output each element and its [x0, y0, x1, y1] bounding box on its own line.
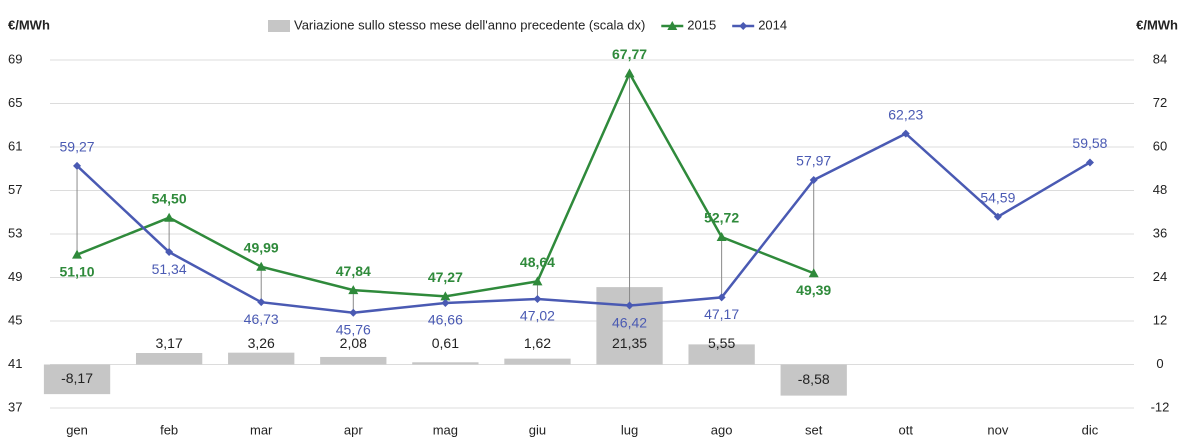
y2-tick-label: 12	[1153, 312, 1167, 327]
x-tick-label: nov	[987, 422, 1008, 437]
x-tick-label: gen	[66, 422, 88, 437]
y2-tick-label: 72	[1153, 95, 1167, 110]
x-tick-label: dic	[1082, 422, 1099, 437]
x-tick-label: ago	[711, 422, 733, 437]
point-marker	[716, 232, 727, 242]
bar-value-label: 1,62	[524, 335, 551, 351]
bar	[780, 364, 847, 396]
point-marker	[256, 261, 267, 271]
legend-label: 2015	[687, 17, 716, 32]
x-tick-label: mar	[250, 422, 273, 437]
point-marker	[1085, 158, 1094, 167]
point-value-label: 47,84	[336, 263, 371, 279]
point-value-label: 48,64	[520, 254, 555, 270]
point-marker	[532, 276, 543, 286]
bar-value-label: 3,17	[156, 335, 183, 351]
point-value-label: 47,02	[520, 308, 555, 324]
y-tick-label: 37	[8, 399, 22, 414]
series-line	[76, 132, 1091, 314]
bar	[135, 353, 203, 365]
y2-tick-label: -12	[1151, 399, 1170, 414]
point-marker	[808, 268, 819, 278]
y2-tick-label: 84	[1153, 51, 1167, 66]
y-tick-label: 69	[8, 51, 22, 66]
point-value-label: 51,10	[60, 263, 95, 279]
bar-value-label: 5,55	[708, 335, 735, 351]
legend-label: 2014	[758, 17, 787, 32]
y-tick-label: 61	[8, 138, 22, 153]
x-tick-label: set	[805, 422, 823, 437]
bar-value-label: -8,58	[798, 371, 830, 387]
point-marker	[165, 248, 174, 257]
bar-value-label: 21,35	[612, 335, 647, 351]
bar	[320, 356, 387, 365]
bar	[412, 362, 479, 365]
point-value-label: 51,34	[152, 261, 187, 277]
y2-tick-label: 36	[1153, 225, 1167, 240]
point-value-label: 45,76	[336, 321, 371, 337]
legend-label: Variazione sullo stesso mese dell'anno p…	[294, 17, 645, 32]
point-value-label: 49,99	[244, 239, 279, 255]
x-tick-label: feb	[160, 422, 178, 437]
point-marker	[717, 293, 726, 302]
point-marker	[348, 285, 359, 295]
point-value-label: 67,77	[612, 46, 647, 62]
point-value-label: 47,17	[704, 306, 739, 322]
x-tick-label: giu	[529, 422, 546, 437]
y2-tick-label: 48	[1153, 182, 1167, 197]
bar-value-label: -8,17	[61, 370, 93, 386]
point-marker	[993, 212, 1002, 221]
point-marker	[533, 295, 542, 304]
y-tick-label: 49	[8, 269, 22, 284]
point-marker	[809, 175, 818, 184]
y-tick-label: 65	[8, 95, 22, 110]
point-value-label: 54,50	[152, 190, 187, 206]
x-tick-label: mag	[433, 422, 458, 437]
y2-axis-label: €/MWh	[1136, 17, 1178, 32]
y-axis-label: €/MWh	[8, 17, 50, 32]
y-tick-label: 41	[8, 356, 22, 371]
y-tick-label: 57	[8, 182, 22, 197]
point-marker	[349, 308, 358, 317]
point-marker	[72, 249, 83, 259]
bar	[43, 364, 111, 395]
point-value-label: 46,73	[244, 311, 279, 327]
bar-value-label: 2,08	[340, 335, 367, 351]
bar	[688, 344, 755, 365]
y2-tick-label: 24	[1153, 269, 1167, 284]
point-value-label: 59,58	[1072, 135, 1107, 151]
x-tick-label: ott	[899, 422, 914, 437]
point-value-label: 46,66	[428, 312, 463, 328]
legend-marker	[739, 22, 748, 30]
legend-swatch	[268, 20, 290, 32]
point-value-label: 52,72	[704, 210, 739, 226]
y-tick-label: 45	[8, 312, 22, 327]
bar	[228, 352, 295, 365]
bar	[504, 358, 571, 365]
point-marker	[257, 298, 266, 307]
y-tick-label: 53	[8, 225, 22, 240]
point-marker	[624, 68, 635, 78]
point-marker	[901, 129, 910, 138]
point-value-label: 54,59	[980, 189, 1015, 205]
y2-tick-label: 60	[1153, 138, 1167, 153]
point-value-label: 46,42	[612, 314, 647, 330]
point-marker	[440, 291, 451, 301]
point-value-label: 59,27	[60, 139, 95, 155]
legend-marker	[667, 21, 678, 30]
point-value-label: 49,39	[796, 282, 831, 298]
point-marker	[625, 301, 634, 310]
point-marker	[164, 212, 175, 222]
y2-tick-label: 0	[1156, 356, 1163, 371]
x-tick-label: apr	[344, 422, 363, 437]
point-marker	[441, 298, 450, 307]
bar-value-label: 3,26	[248, 335, 275, 351]
point-value-label: 57,97	[796, 153, 831, 169]
point-value-label: 47,27	[428, 269, 463, 285]
x-tick-label: lug	[621, 422, 638, 437]
bar-value-label: 0,61	[432, 335, 459, 351]
point-marker	[73, 161, 82, 170]
point-value-label: 62,23	[888, 106, 923, 122]
